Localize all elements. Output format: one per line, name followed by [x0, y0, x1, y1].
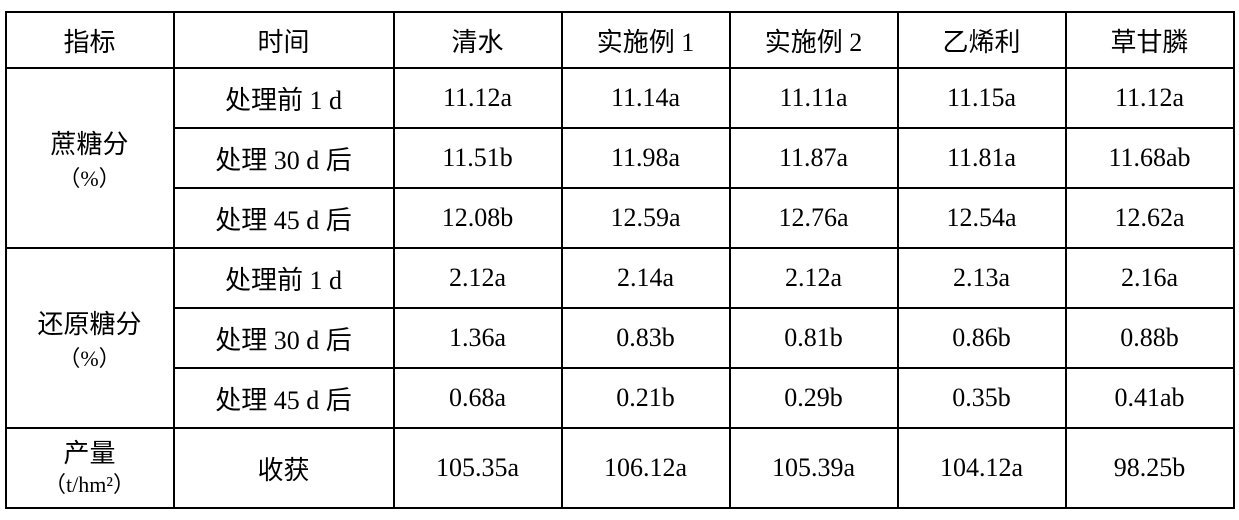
- time-cell: 收获: [174, 428, 394, 508]
- metric-main: 蔗糖分: [50, 130, 128, 159]
- table-row: 还原糖分 （%） 处理前 1 d 2.12a 2.14a 2.12a 2.13a…: [6, 248, 1234, 308]
- metric-main: 产量: [63, 439, 115, 468]
- data-cell: 11.15a: [898, 68, 1066, 128]
- col-header-ex2: 实施例 2: [730, 12, 898, 68]
- data-cell: 0.88b: [1066, 308, 1234, 368]
- data-cell: 0.29b: [730, 368, 898, 428]
- table-row: 处理 30 d 后 1.36a 0.83b 0.81b 0.86b 0.88b: [6, 308, 1234, 368]
- col-header-water: 清水: [394, 12, 562, 68]
- data-cell: 2.12a: [394, 248, 562, 308]
- time-cell: 处理 30 d 后: [174, 128, 394, 188]
- data-cell: 104.12a: [898, 428, 1066, 508]
- metric-cell-reducing: 还原糖分 （%）: [6, 248, 174, 428]
- metric-sub: （%）: [7, 341, 173, 373]
- data-cell: 12.59a: [562, 188, 730, 248]
- data-cell: 2.16a: [1066, 248, 1234, 308]
- table-row-yield: 产量 （t/hm²） 收获 105.35a 106.12a 105.39a 10…: [6, 428, 1234, 508]
- data-cell: 11.81a: [898, 128, 1066, 188]
- table-row: 处理 45 d 后 12.08b 12.59a 12.76a 12.54a 12…: [6, 188, 1234, 248]
- data-cell: 0.41ab: [1066, 368, 1234, 428]
- data-cell: 0.68a: [394, 368, 562, 428]
- col-header-metric: 指标: [6, 12, 174, 68]
- data-cell: 2.12a: [730, 248, 898, 308]
- data-cell: 11.12a: [394, 68, 562, 128]
- col-header-eth: 乙烯利: [898, 12, 1066, 68]
- data-cell: 2.14a: [562, 248, 730, 308]
- table-row: 处理 30 d 后 11.51b 11.98a 11.87a 11.81a 11…: [6, 128, 1234, 188]
- col-header-ex1: 实施例 1: [562, 12, 730, 68]
- data-cell: 0.21b: [562, 368, 730, 428]
- time-cell: 处理 30 d 后: [174, 308, 394, 368]
- data-cell: 11.68ab: [1066, 128, 1234, 188]
- data-cell: 12.62a: [1066, 188, 1234, 248]
- table-row: 蔗糖分 （%） 处理前 1 d 11.12a 11.14a 11.11a 11.…: [6, 68, 1234, 128]
- metric-cell-sucrose: 蔗糖分 （%）: [6, 68, 174, 248]
- data-cell: 12.54a: [898, 188, 1066, 248]
- col-header-time: 时间: [174, 12, 394, 68]
- data-cell: 98.25b: [1066, 428, 1234, 508]
- table-row: 处理 45 d 后 0.68a 0.21b 0.29b 0.35b 0.41ab: [6, 368, 1234, 428]
- metric-sub: （%）: [7, 161, 173, 193]
- data-cell: 12.76a: [730, 188, 898, 248]
- data-cell: 105.39a: [730, 428, 898, 508]
- metric-sub: （t/hm²）: [7, 471, 173, 499]
- data-cell: 12.08b: [394, 188, 562, 248]
- time-cell: 处理前 1 d: [174, 68, 394, 128]
- metric-cell-yield: 产量 （t/hm²）: [6, 428, 174, 508]
- data-cell: 0.83b: [562, 308, 730, 368]
- data-cell: 0.35b: [898, 368, 1066, 428]
- time-cell: 处理前 1 d: [174, 248, 394, 308]
- data-cell: 11.12a: [1066, 68, 1234, 128]
- data-cell: 105.35a: [394, 428, 562, 508]
- data-cell: 2.13a: [898, 248, 1066, 308]
- time-cell: 处理 45 d 后: [174, 368, 394, 428]
- data-cell: 11.51b: [394, 128, 562, 188]
- data-cell: 11.14a: [562, 68, 730, 128]
- col-header-gly: 草甘膦: [1066, 12, 1234, 68]
- data-cell: 11.98a: [562, 128, 730, 188]
- data-table: 指标 时间 清水 实施例 1 实施例 2 乙烯利 草甘膦 蔗糖分 （%） 处理前…: [5, 11, 1235, 509]
- header-row: 指标 时间 清水 实施例 1 实施例 2 乙烯利 草甘膦: [6, 12, 1234, 68]
- data-cell: 106.12a: [562, 428, 730, 508]
- data-cell: 0.86b: [898, 308, 1066, 368]
- data-cell: 0.81b: [730, 308, 898, 368]
- data-cell: 1.36a: [394, 308, 562, 368]
- metric-main: 还原糖分: [37, 310, 141, 339]
- data-cell: 11.87a: [730, 128, 898, 188]
- data-cell: 11.11a: [730, 68, 898, 128]
- time-cell: 处理 45 d 后: [174, 188, 394, 248]
